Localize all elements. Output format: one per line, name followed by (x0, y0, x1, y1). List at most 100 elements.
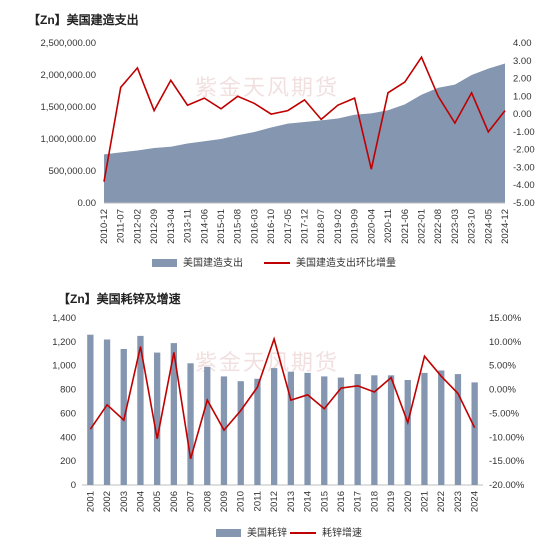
zinc-consumption-bar (254, 378, 261, 485)
x-tick-label: 2023-10 (467, 209, 478, 244)
x-tick-label: 2012-09 (149, 209, 160, 244)
x-tick-label: 2017-12 (300, 209, 311, 244)
legend-swatch-area (152, 259, 177, 267)
x-tick-label: 2022-08 (433, 209, 444, 244)
zinc-consumption-bar (304, 372, 311, 485)
x-tick-label: 2021-06 (400, 209, 411, 244)
y-left-tick-label: 1,200 (52, 337, 76, 348)
zinc-consumption-bar (170, 343, 177, 485)
x-tick-label: 2007 (186, 491, 197, 512)
zinc-consumption-bar (321, 376, 328, 485)
y-right-tick-label: 5.00% (489, 361, 516, 372)
y-left-tick-label: 2,000,000.00 (41, 70, 96, 81)
x-tick-label: 2020 (403, 491, 414, 512)
y-right-tick-label: 15.00% (489, 313, 522, 324)
x-tick-label: 2003 (119, 491, 130, 512)
x-tick-label: 2001 (85, 491, 96, 512)
x-tick-label: 2021 (420, 491, 431, 512)
x-tick-label: 2018-07 (316, 209, 327, 244)
y-right-tick-label: 0.00% (489, 385, 516, 396)
x-tick-label: 2011-07 (116, 209, 127, 243)
y-right-tick-label: 2.00 (513, 74, 532, 85)
zinc-consumption-bar (187, 363, 194, 485)
legend-label-growth: 耗锌增速 (322, 526, 362, 539)
x-tick-label: 2009 (219, 491, 230, 512)
y-left-tick-label: 0 (71, 480, 76, 491)
construction-spending-area (104, 63, 505, 203)
legend-label-spending: 美国建造支出 (183, 256, 243, 269)
zinc-consumption-bar (354, 374, 361, 485)
x-tick-label: 2022 (436, 491, 447, 512)
zinc-consumption-bar (337, 377, 345, 485)
x-tick-label: 2004 (135, 491, 146, 512)
y-right-tick-label: -10.00% (489, 432, 525, 443)
y-left-tick-label: 1,400 (52, 313, 76, 324)
zinc-consumption-bar (287, 371, 294, 485)
y-right-tick-label: 1.00 (513, 91, 532, 102)
y-right-tick-label: -2.00 (513, 145, 535, 156)
zinc-consumption-bar (438, 370, 445, 485)
y-left-tick-label: 800 (60, 385, 76, 396)
zinc-consumption-bar (454, 374, 462, 485)
x-tick-label: 2005 (152, 491, 163, 512)
x-tick-label: 2016 (336, 491, 347, 512)
x-tick-label: 2002 (102, 491, 113, 512)
x-tick-label: 2020-11 (383, 209, 394, 243)
y-left-tick-label: 400 (60, 432, 76, 443)
zinc-consumption-bar (87, 334, 94, 485)
x-tick-label: 2017 (353, 491, 364, 512)
chart-title-construction: 【Zn】美国建造支出 (28, 13, 139, 27)
x-tick-label: 2014 (303, 491, 314, 512)
legend-label-mom: 美国建造支出环比增量 (296, 256, 396, 269)
y-left-tick-label: 2,500,000.00 (41, 38, 96, 49)
y-right-tick-label: -1.00 (513, 127, 535, 138)
x-tick-label: 2010 (236, 491, 247, 512)
x-tick-label: 2015 (319, 491, 330, 512)
x-tick-label: 2008 (202, 491, 213, 512)
y-left-tick-label: 1,000 (52, 361, 76, 372)
x-tick-label: 2024-12 (500, 209, 511, 244)
y-left-tick-label: 500,000.00 (48, 166, 96, 177)
x-tick-label: 2014-06 (199, 209, 210, 244)
legend-label-consumption: 美国耗锌 (247, 526, 287, 539)
x-tick-label: 2019-09 (350, 209, 361, 244)
x-tick-label: 2023-03 (450, 209, 461, 244)
zinc-consumption-bar (404, 380, 411, 485)
zinc-consumption-bar (387, 375, 395, 485)
zinc-consumption-bar (271, 368, 278, 485)
zinc-growth-line (89, 336, 476, 460)
x-tick-label: 2020-04 (366, 209, 377, 244)
y-right-tick-label: 0.00 (513, 109, 532, 120)
legend-swatch-bar (216, 529, 241, 537)
zinc-consumption-bar (371, 375, 378, 485)
y-left-tick-label: 0.00 (78, 198, 97, 209)
x-tick-label: 2019-02 (333, 209, 344, 244)
y-right-tick-label: 10.00% (489, 337, 522, 348)
y-left-tick-label: 600 (60, 408, 76, 419)
y-right-tick-label: -3.00 (513, 162, 535, 173)
x-tick-label: 2023 (453, 491, 464, 512)
x-tick-label: 2024 (470, 491, 481, 512)
zinc-consumption-bar (137, 335, 144, 485)
x-tick-label: 2017-05 (283, 209, 294, 244)
x-tick-label: 2011 (252, 491, 263, 511)
y-right-tick-label: -5.00% (489, 408, 520, 419)
zinc-consumption-bar (471, 382, 478, 485)
zinc-consumption-bar (103, 339, 111, 485)
x-tick-label: 2006 (169, 491, 180, 512)
y-left-tick-label: 200 (60, 456, 76, 467)
zinc-consumption-bar (154, 352, 161, 485)
x-tick-label: 2013-04 (166, 209, 177, 244)
x-tick-label: 2018 (369, 491, 380, 512)
x-tick-label: 2015-01 (216, 209, 227, 244)
x-tick-label: 2012-02 (132, 209, 143, 244)
y-right-tick-label: 3.00 (513, 56, 532, 67)
y-right-tick-label: 4.00 (513, 38, 532, 49)
x-tick-label: 2022-01 (416, 209, 427, 244)
zinc-consumption-bar (237, 381, 244, 485)
x-tick-label: 2019 (386, 491, 397, 512)
x-tick-label: 2010-12 (99, 209, 110, 244)
x-tick-label: 2016-03 (249, 209, 260, 244)
y-right-tick-label: -4.00 (513, 180, 535, 191)
